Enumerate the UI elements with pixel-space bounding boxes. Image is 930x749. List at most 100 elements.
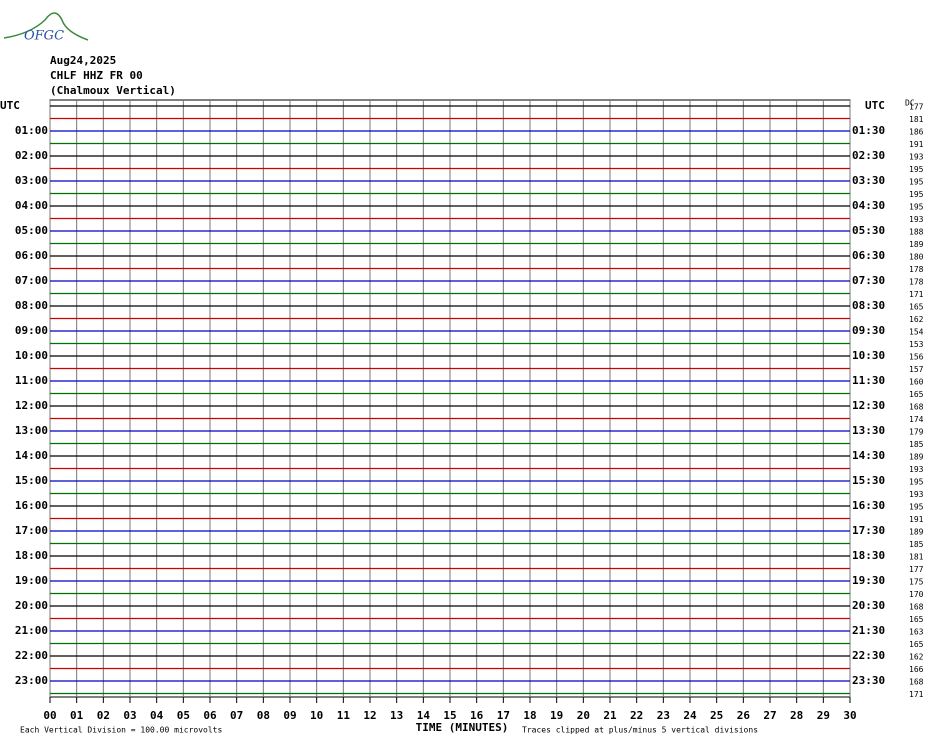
dc-value: 168 — [909, 403, 924, 412]
right-time-label: 17:30 — [852, 524, 885, 537]
dc-value: 195 — [909, 503, 924, 512]
right-time-label: 18:30 — [852, 549, 885, 562]
dc-label: DC — [905, 99, 915, 108]
x-tick-label: 30 — [843, 709, 856, 722]
dc-value: 180 — [909, 253, 924, 262]
x-tick-label: 11 — [337, 709, 351, 722]
left-time-label: 22:00 — [15, 649, 48, 662]
x-tick-label: 21 — [603, 709, 617, 722]
x-tick-label: 26 — [737, 709, 751, 722]
dc-value: 178 — [909, 265, 924, 274]
left-time-label: 02:00 — [15, 149, 48, 162]
dc-value: 181 — [909, 115, 924, 124]
dc-value: 188 — [909, 228, 924, 237]
dc-value: 165 — [909, 615, 924, 624]
left-time-label: 11:00 — [15, 374, 48, 387]
x-tick-label: 02 — [97, 709, 110, 722]
x-tick-label: 08 — [257, 709, 270, 722]
dc-value: 185 — [909, 540, 924, 549]
right-time-label: 06:30 — [852, 249, 885, 262]
dc-value: 193 — [909, 215, 924, 224]
x-tick-label: 19 — [550, 709, 563, 722]
left-time-label: 17:00 — [15, 524, 48, 537]
left-time-label: 18:00 — [15, 549, 48, 562]
right-time-label: 08:30 — [852, 299, 885, 312]
dc-value: 181 — [909, 553, 924, 562]
dc-value: 153 — [909, 340, 924, 349]
x-tick-label: 03 — [123, 709, 136, 722]
date: Aug24,2025 — [50, 54, 116, 67]
x-tick-label: 22 — [630, 709, 643, 722]
right-time-label: 09:30 — [852, 324, 885, 337]
left-time-label: 23:00 — [15, 674, 48, 687]
left-time-label: 04:00 — [15, 199, 48, 212]
x-tick-label: 15 — [443, 709, 456, 722]
right-time-label: 13:30 — [852, 424, 885, 437]
dc-value: 162 — [909, 315, 924, 324]
dc-value: 165 — [909, 640, 924, 649]
x-tick-label: 07 — [230, 709, 243, 722]
x-tick-label: 09 — [283, 709, 296, 722]
dc-value: 185 — [909, 440, 924, 449]
dc-value: 195 — [909, 190, 924, 199]
right-time-label: 02:30 — [852, 149, 885, 162]
dc-value: 168 — [909, 603, 924, 612]
dc-value: 186 — [909, 128, 924, 137]
logo-curve — [3, 12, 89, 41]
dc-value: 156 — [909, 353, 924, 362]
left-time-label: 01:00 — [15, 124, 48, 137]
right-time-label: 05:30 — [852, 224, 885, 237]
left-time-label: 13:00 — [15, 424, 48, 437]
x-tick-label: 28 — [790, 709, 803, 722]
x-tick-label: 06 — [203, 709, 217, 722]
x-axis-title: TIME (MINUTES) — [416, 721, 509, 734]
x-tick-label: 29 — [817, 709, 830, 722]
left-time-label: 19:00 — [15, 574, 48, 587]
dc-value: 177 — [909, 103, 924, 112]
dc-value: 189 — [909, 240, 924, 249]
scale-note: Each Vertical Division = 100.00 microvol… — [20, 726, 222, 735]
dc-value: 191 — [909, 140, 924, 149]
left-time-label: 06:00 — [15, 249, 48, 262]
x-tick-label: 04 — [150, 709, 164, 722]
x-tick-label: 25 — [710, 709, 723, 722]
dc-value: 177 — [909, 565, 924, 574]
dc-value: 160 — [909, 378, 924, 387]
x-tick-label: 17 — [497, 709, 510, 722]
dc-value: 195 — [909, 203, 924, 212]
dc-value: 178 — [909, 278, 924, 287]
dc-value: 195 — [909, 165, 924, 174]
right-time-label: 03:30 — [852, 174, 885, 187]
dc-value: 195 — [909, 178, 924, 187]
x-tick-label: 13 — [390, 709, 403, 722]
right-time-label: 04:30 — [852, 199, 885, 212]
clip-note: Traces clipped at plus/minus 5 vertical … — [522, 726, 758, 735]
dc-value: 175 — [909, 578, 924, 587]
right-time-label: UTC — [865, 99, 885, 112]
location: (Chalmoux Vertical) — [50, 84, 176, 97]
right-time-label: 23:30 — [852, 674, 885, 687]
left-time-label: 09:00 — [15, 324, 48, 337]
dc-value: 193 — [909, 490, 924, 499]
dc-value: 157 — [909, 365, 924, 374]
dc-value: 171 — [909, 290, 924, 299]
dc-value: 195 — [909, 478, 924, 487]
right-time-label: 20:30 — [852, 599, 885, 612]
x-tick-label: 23 — [657, 709, 670, 722]
right-time-label: 21:30 — [852, 624, 885, 637]
x-tick-label: 27 — [763, 709, 776, 722]
dc-value: 191 — [909, 515, 924, 524]
dc-value: 193 — [909, 465, 924, 474]
right-time-label: 07:30 — [852, 274, 885, 287]
x-tick-label: 16 — [470, 709, 484, 722]
right-time-label: 14:30 — [852, 449, 885, 462]
dc-value: 171 — [909, 690, 924, 699]
x-tick-label: 00 — [43, 709, 56, 722]
x-tick-label: 12 — [363, 709, 376, 722]
left-time-label: UTC — [0, 99, 20, 112]
right-time-label: 22:30 — [852, 649, 885, 662]
right-time-label: 10:30 — [852, 349, 885, 362]
right-time-label: 01:30 — [852, 124, 885, 137]
dc-value: 166 — [909, 665, 924, 674]
dc-value: 165 — [909, 303, 924, 312]
